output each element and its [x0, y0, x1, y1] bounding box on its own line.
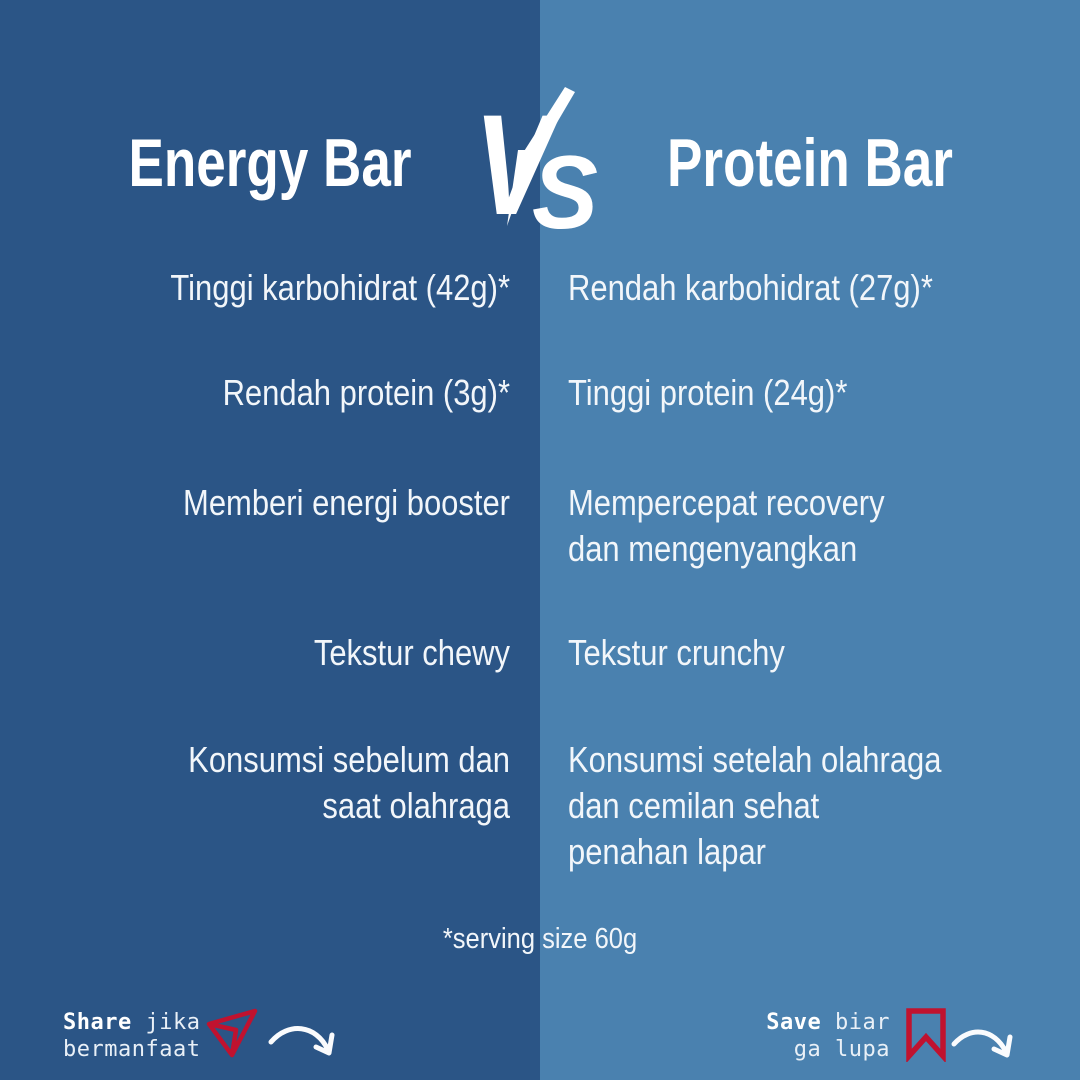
paper-plane-path [206, 1008, 258, 1058]
row2-protein-cell: Tinggi protein (24g)* [568, 372, 848, 413]
vs-lightning-icon: V S [474, 86, 598, 251]
serving-size-footnote: *serving size 60g [442, 923, 638, 955]
share-label-rest: jika [131, 1010, 201, 1035]
save-label-rest: biar [821, 1010, 890, 1035]
save-arrow-path [951, 1029, 1013, 1058]
save-label-line2: ga lupa [793, 1037, 890, 1062]
row4-protein-cell: Tekstur crunchy [568, 632, 785, 673]
lightning-bolt-upper [521, 87, 575, 160]
row5-protein-cell: Konsumsi setelah olahraga dan cemilan se… [568, 739, 942, 872]
protein-bar-title: Protein Bar [667, 125, 953, 201]
share-arrow-path [268, 1026, 335, 1056]
share-label-line2: bermanfaat [63, 1037, 201, 1062]
share-label: Share jika bermanfaat [63, 1009, 200, 1063]
row3-protein-cell: Mempercepat recovery dan mengenyangkan [568, 482, 885, 569]
save-label-bold: Save [766, 1010, 822, 1035]
protein-bar-panel [540, 0, 1080, 1080]
share-swoosh-arrow-icon [268, 1026, 335, 1056]
energy-bar-panel [0, 0, 540, 1080]
vs-badge: V S [468, 84, 612, 251]
row5-energy-cell: Konsumsi sebelum dan saat olahraga [188, 739, 510, 826]
vs-letter-s: S [532, 135, 598, 236]
lightning-bolt-lower [507, 150, 534, 226]
row2-energy-cell: Rendah protein (3g)* [222, 372, 510, 413]
save-label: Save biar ga lupa [766, 1009, 890, 1063]
bookmark-path [906, 1008, 946, 1062]
row1-energy-cell: Tinggi karbohidrat (42g)* [170, 267, 511, 308]
energy-bar-title: Energy Bar [128, 125, 412, 201]
save-swoosh-arrow-icon [951, 1029, 1013, 1058]
row1-protein-cell: Rendah karbohidrat (27g)* [568, 267, 933, 308]
bookmark-icon [906, 1008, 946, 1062]
row4-energy-cell: Tekstur chewy [313, 632, 510, 673]
row3-energy-cell: Memberi energi booster [183, 482, 510, 523]
paper-plane-icon [206, 1008, 258, 1058]
share-label-bold: Share [63, 1010, 132, 1035]
